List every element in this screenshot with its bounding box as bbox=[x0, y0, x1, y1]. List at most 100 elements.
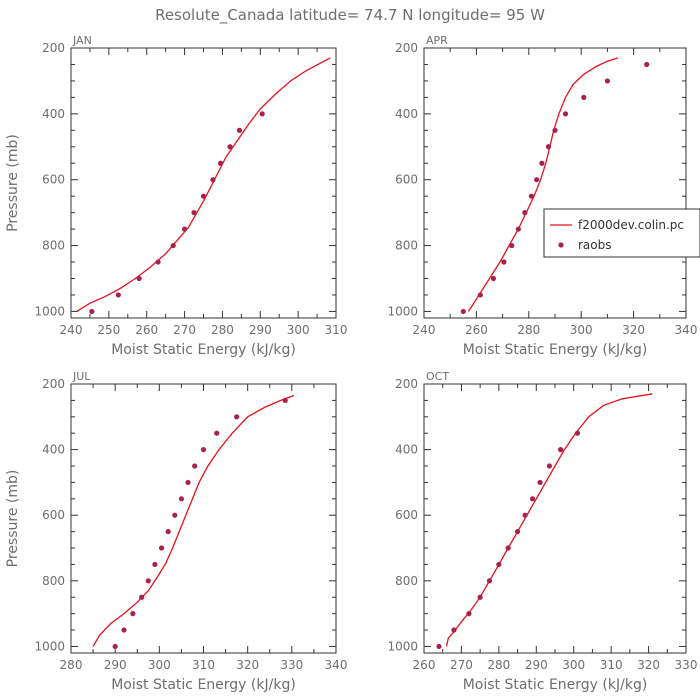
x-tick-label: 260 bbox=[413, 658, 436, 672]
raobs-point bbox=[158, 545, 165, 551]
raobs-point bbox=[528, 193, 535, 199]
raobs-point bbox=[200, 193, 207, 199]
x-tick-label: 340 bbox=[325, 658, 348, 672]
y-tick-label: 600 bbox=[395, 173, 418, 187]
x-tick-label: 260 bbox=[135, 323, 158, 337]
panel-label-oct: OCT bbox=[426, 370, 449, 383]
y-tick-label: 400 bbox=[42, 443, 65, 457]
raobs-point bbox=[210, 177, 216, 183]
plot-frame-jul bbox=[70, 383, 337, 654]
raobs-point bbox=[139, 594, 145, 600]
x-tick-label: 310 bbox=[600, 658, 623, 672]
raobs-point bbox=[165, 529, 171, 535]
x-tick-label: 240 bbox=[413, 323, 436, 337]
panel-jul: JUL 280 290 300 310 320 330 340 200 400 600 800 1000… bbox=[5, 370, 347, 693]
panel-label-jan: JAN bbox=[72, 34, 92, 47]
x-tick-label: 280 bbox=[211, 323, 234, 337]
raobs-point bbox=[486, 578, 493, 584]
x-tick-label: 320 bbox=[236, 658, 259, 672]
y-axis-label: Pressure (mb) bbox=[5, 470, 21, 568]
x-tick-label: 330 bbox=[280, 658, 303, 672]
raobs-point bbox=[477, 594, 483, 600]
raobs-point bbox=[234, 414, 240, 420]
y-tick-label: 200 bbox=[395, 377, 418, 391]
raobs-point bbox=[170, 242, 176, 249]
y-tick-label: 200 bbox=[395, 41, 418, 55]
raobs-point bbox=[185, 479, 191, 486]
x-tick-label: 320 bbox=[622, 323, 645, 337]
raobs-point bbox=[534, 177, 540, 183]
panels: JAN 240 250 260 270 280 290 300 310 200 400 600 800 1… bbox=[5, 34, 700, 693]
x-tick-label: 290 bbox=[525, 658, 548, 672]
raobs-point bbox=[112, 643, 118, 650]
raobs-point bbox=[537, 479, 543, 486]
raobs-point bbox=[217, 160, 224, 166]
raobs-point bbox=[227, 144, 233, 150]
raobs-point bbox=[581, 94, 587, 100]
y-tick-label: 600 bbox=[42, 173, 65, 187]
raobs-point bbox=[514, 529, 521, 535]
raobs-point bbox=[152, 561, 158, 568]
y-tick-label: 400 bbox=[395, 443, 418, 457]
x-tick-label: 300 bbox=[287, 323, 310, 337]
x-tick-label: 310 bbox=[192, 658, 215, 672]
x-tick-label: 280 bbox=[60, 658, 83, 672]
y-tick-label: 1000 bbox=[34, 639, 65, 653]
panel-label-jul: JUL bbox=[72, 370, 91, 383]
raobs-point bbox=[545, 144, 552, 150]
raobs-point bbox=[155, 259, 161, 265]
x-tick-label: 290 bbox=[249, 323, 272, 337]
raobs-point bbox=[477, 292, 483, 298]
x-tick-label: 270 bbox=[450, 658, 473, 672]
raobs-point bbox=[282, 397, 288, 404]
y-tick-label: 1000 bbox=[34, 304, 65, 318]
legend-box bbox=[543, 208, 700, 258]
raobs-point bbox=[529, 496, 536, 502]
legend: f2000dev.colin.pc raobs bbox=[543, 208, 700, 258]
raobs-point bbox=[466, 611, 472, 617]
raobs-point bbox=[546, 463, 552, 469]
model-profile-line bbox=[76, 57, 331, 312]
y-tick-label: 800 bbox=[395, 574, 418, 588]
raobs-point bbox=[89, 308, 95, 315]
raobs-point bbox=[121, 627, 127, 633]
x-tick-label: 250 bbox=[97, 323, 120, 337]
x-tick-label: 270 bbox=[173, 323, 196, 337]
x-axis-label: Moist Static Energy (kJ/kg) bbox=[463, 342, 648, 358]
raobs-point bbox=[178, 496, 185, 502]
raobs-point bbox=[200, 447, 207, 453]
raobs-point bbox=[552, 127, 558, 133]
y-tick-label: 400 bbox=[395, 107, 418, 121]
panel-jan: JAN 240 250 260 270 280 290 300 310 200 400 600 800 1… bbox=[5, 34, 347, 358]
x-tick-label: 300 bbox=[148, 658, 171, 672]
raobs-point bbox=[539, 160, 545, 166]
raobs-point bbox=[496, 561, 502, 568]
raobs-point bbox=[460, 308, 466, 315]
raobs-point bbox=[558, 447, 564, 453]
raobs-point bbox=[259, 111, 265, 117]
raobs-point bbox=[192, 463, 198, 469]
raobs-point bbox=[522, 512, 528, 518]
raobs-point bbox=[574, 430, 581, 436]
figure-title: Resolute_Canada latitude= 74.7 N longitu… bbox=[155, 6, 545, 25]
raobs-point bbox=[522, 210, 528, 216]
y-axis-label: Pressure (mb) bbox=[5, 134, 21, 232]
y-tick-label: 200 bbox=[42, 377, 65, 391]
y-tick-label: 800 bbox=[42, 239, 65, 253]
raobs-point bbox=[181, 226, 188, 232]
raobs-point bbox=[130, 611, 136, 617]
panel-oct: OCT 260 270 280 290 300 310 320 330 200 400 600 800 1… bbox=[387, 370, 697, 693]
legend-marker-swatch bbox=[558, 242, 564, 248]
x-tick-label: 240 bbox=[60, 323, 83, 337]
x-tick-label: 300 bbox=[562, 658, 585, 672]
x-axis-label: Moist Static Energy (kJ/kg) bbox=[111, 677, 296, 693]
raobs-point bbox=[505, 545, 511, 551]
raobs-point bbox=[145, 578, 151, 584]
raobs-point bbox=[490, 275, 497, 282]
y-tick-label: 1000 bbox=[387, 304, 418, 318]
panel-apr: APR 240 260 280 300 320 340 200 400 600 800 1000 Moi… bbox=[387, 34, 700, 358]
raobs-point bbox=[115, 292, 121, 298]
x-tick-label: 330 bbox=[675, 658, 698, 672]
plot-frame-apr bbox=[423, 47, 687, 319]
x-tick-label: 310 bbox=[325, 323, 348, 337]
